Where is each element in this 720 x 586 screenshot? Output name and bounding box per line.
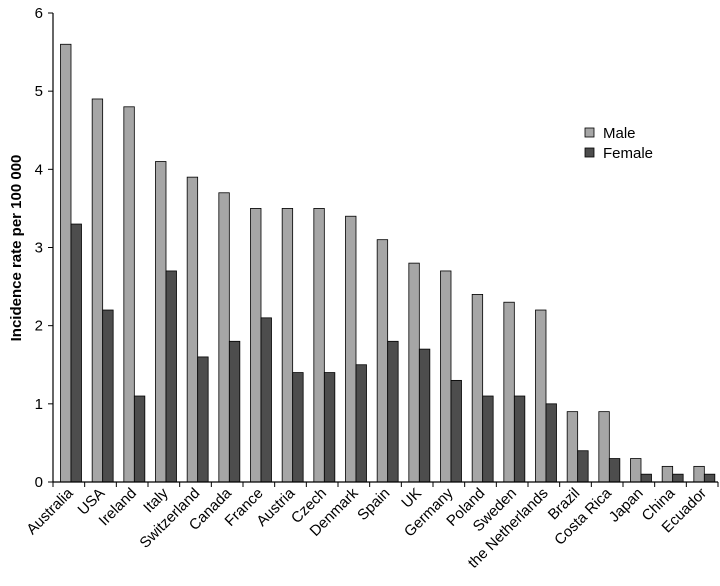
bar-male-denmark bbox=[345, 215, 357, 483]
x-tick-label: Japan bbox=[606, 485, 647, 526]
x-tick-label: Australia bbox=[23, 484, 77, 538]
bar-male-ireland bbox=[123, 106, 135, 483]
bar-male-germany bbox=[440, 270, 452, 483]
bar-female-uk bbox=[418, 348, 431, 483]
bar-male-france bbox=[250, 208, 262, 483]
bar-female-ireland bbox=[133, 395, 146, 483]
bar-female-denmark bbox=[355, 364, 367, 483]
bar-female-canada bbox=[228, 340, 241, 483]
bar-male-ecuador bbox=[693, 465, 705, 483]
legend-label-male: Male bbox=[603, 125, 636, 142]
bar-female-austria bbox=[292, 372, 304, 483]
bar-female-japan bbox=[640, 473, 652, 483]
bar-male-japan bbox=[630, 458, 642, 483]
bar-male-poland bbox=[471, 293, 484, 483]
y-tick-label: 4 bbox=[35, 161, 43, 178]
bar-female-germany bbox=[450, 379, 462, 483]
bar-male-uk bbox=[408, 262, 420, 483]
legend-swatch-male bbox=[584, 127, 595, 138]
bar-female-spain bbox=[387, 340, 399, 483]
bar-female-czech bbox=[323, 372, 336, 483]
bar-male-czech bbox=[313, 208, 325, 483]
bar-male-australia bbox=[60, 43, 72, 483]
y-ticks-group: 0 1 2 3 4 5 6 bbox=[35, 5, 53, 491]
bar-male-italy bbox=[155, 161, 167, 483]
bars-group bbox=[60, 43, 716, 483]
y-tick-label: 1 bbox=[35, 396, 43, 413]
y-axis-title: Incidence rate per 100 000 bbox=[8, 155, 25, 342]
bar-female-usa bbox=[102, 309, 114, 483]
bar-male-austria bbox=[281, 208, 294, 483]
legend-label-female: Female bbox=[603, 145, 653, 162]
bar-male-switzerland bbox=[186, 176, 199, 483]
bar-female-china bbox=[672, 473, 684, 483]
bar-female-sweden bbox=[513, 395, 526, 483]
y-tick-label: 5 bbox=[35, 83, 43, 100]
y-axis-title-group: Incidence rate per 100 000 bbox=[8, 155, 25, 342]
bar-male-costa-rica bbox=[598, 411, 610, 483]
bar-male-canada bbox=[218, 192, 230, 483]
bar-female-brazil bbox=[577, 450, 589, 483]
bar-female-costa-rica bbox=[608, 458, 621, 483]
y-tick-label: 6 bbox=[35, 5, 43, 22]
bar-female-ecuador bbox=[703, 473, 716, 483]
bar-male-spain bbox=[376, 239, 389, 483]
y-tick-label: 2 bbox=[35, 318, 43, 335]
bar-male-sweden bbox=[503, 301, 515, 483]
x-tick-label: Spain bbox=[354, 485, 393, 524]
legend: Male Female bbox=[584, 125, 653, 162]
bar-female-poland bbox=[482, 395, 494, 483]
bar-male-the-netherlands bbox=[535, 309, 547, 483]
bar-female-italy bbox=[165, 270, 177, 483]
y-tick-label: 0 bbox=[35, 474, 43, 491]
y-tick-label: 3 bbox=[35, 240, 43, 257]
bar-female-the-netherlands bbox=[545, 403, 557, 483]
bar-female-switzerland bbox=[197, 356, 209, 483]
bar-female-australia bbox=[70, 223, 82, 483]
bar-male-china bbox=[661, 465, 674, 483]
bar-female-france bbox=[260, 317, 272, 483]
bar-male-brazil bbox=[566, 411, 579, 483]
legend-swatch-female bbox=[584, 147, 595, 158]
bar-male-usa bbox=[91, 98, 104, 483]
